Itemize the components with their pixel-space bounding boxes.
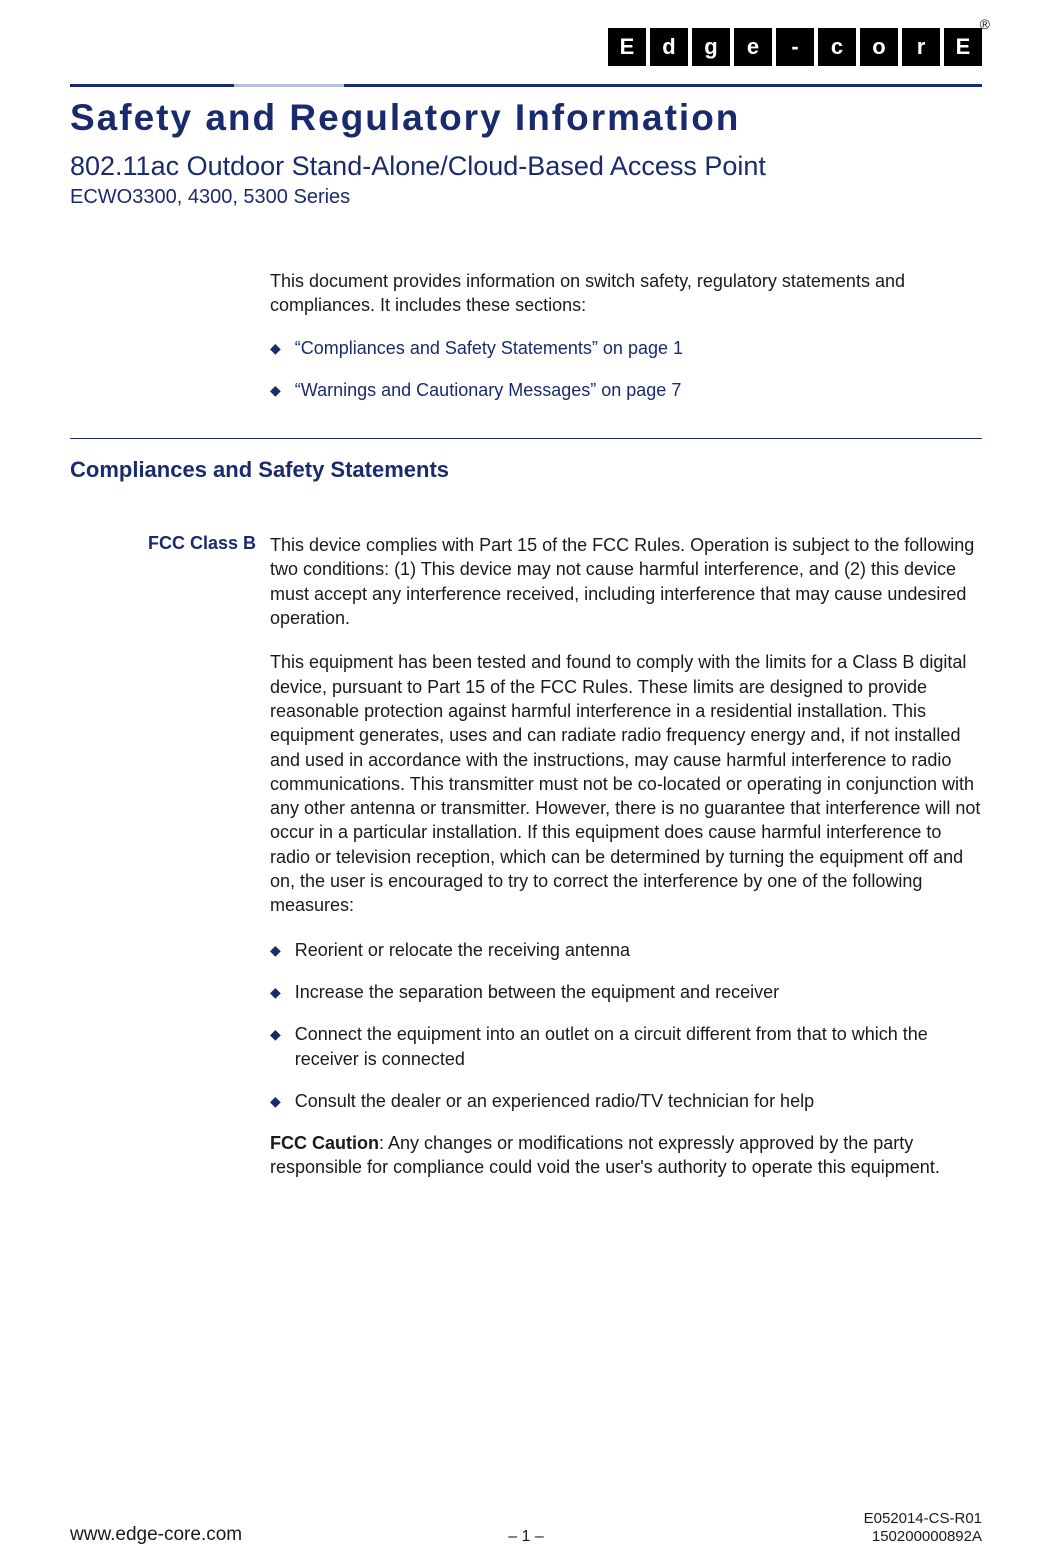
logo-letter: o [860, 28, 898, 66]
diamond-bullet-icon: ◆ [270, 983, 281, 1002]
edge-core-logo: E d g e - c o r E [70, 28, 982, 66]
logo-letter: - [776, 28, 814, 66]
fcc-caution-label: FCC Caution [270, 1133, 379, 1153]
diamond-bullet-icon: ◆ [270, 1025, 281, 1044]
logo-letter: E [944, 28, 982, 66]
link-compliances[interactable]: “Compliances and Safety Statements” on p… [295, 336, 683, 360]
intro-links: ◆ “Compliances and Safety Statements” on… [270, 336, 982, 403]
page-footer: www.edge-core.com – 1 – E052014-CS-R01 1… [0, 1510, 1052, 1546]
footer-doc-code-1: E052014-CS-R01 [864, 1510, 982, 1527]
logo-letter: E [608, 28, 646, 66]
model-series: ECWO3300, 4300, 5300 Series [70, 186, 982, 209]
diamond-bullet-icon: ◆ [270, 339, 281, 358]
fcc-caution: FCC Caution: Any changes or modification… [270, 1131, 982, 1180]
diamond-bullet-icon: ◆ [270, 381, 281, 400]
footer-page-number: – 1 – [508, 1528, 544, 1546]
link-warnings[interactable]: “Warnings and Cautionary Messages” on pa… [295, 378, 682, 402]
section-heading-compliances: Compliances and Safety Statements [70, 457, 982, 483]
fcc-measure-1: Reorient or relocate the receiving anten… [295, 938, 630, 962]
footer-doc-code-2: 150200000892A [872, 1528, 982, 1545]
page-title: Safety and Regulatory Information [70, 97, 982, 139]
intro-paragraph: This document provides information on sw… [270, 269, 982, 318]
logo-letter: e [734, 28, 772, 66]
fcc-measure-3: Connect the equipment into an outlet on … [295, 1022, 982, 1071]
diamond-bullet-icon: ◆ [270, 941, 281, 960]
section-rule [70, 438, 982, 439]
fcc-measure-2: Increase the separation between the equi… [295, 980, 779, 1004]
header-rule [70, 84, 982, 87]
diamond-bullet-icon: ◆ [270, 1092, 281, 1111]
registered-mark: ® [980, 16, 990, 32]
footer-url: www.edge-core.com [70, 1524, 242, 1546]
fcc-para-2: This equipment has been tested and found… [270, 650, 982, 917]
fcc-para-1: This device complies with Part 15 of the… [270, 533, 982, 630]
page-subtitle: 802.11ac Outdoor Stand-Alone/Cloud-Based… [70, 151, 982, 182]
logo-letter: d [650, 28, 688, 66]
logo-letter: c [818, 28, 856, 66]
logo-letter: r [902, 28, 940, 66]
logo-letter: g [692, 28, 730, 66]
fcc-measure-4: Consult the dealer or an experienced rad… [295, 1089, 814, 1113]
fcc-measures-list: ◆ Reorient or relocate the receiving ant… [270, 938, 982, 1113]
fcc-class-b-label: FCC Class B [70, 533, 270, 1200]
